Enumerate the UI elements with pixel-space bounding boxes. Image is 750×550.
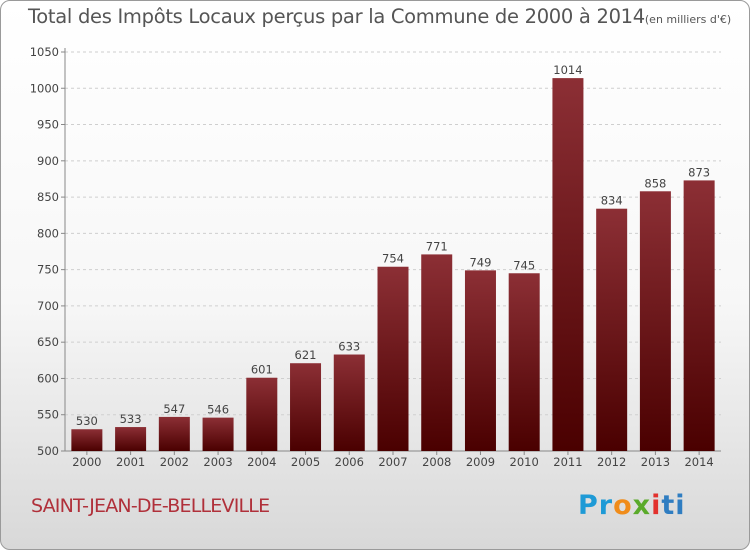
- bar: [596, 208, 628, 451]
- data-label: 873: [688, 165, 710, 179]
- commune-name: SAINT-JEAN-DE-BELLEVILLE: [31, 495, 270, 517]
- bar: [246, 377, 278, 451]
- x-tick-label: 2012: [597, 455, 626, 469]
- data-label: 601: [251, 363, 273, 377]
- bar: [639, 191, 671, 451]
- y-tick-label: 800: [37, 226, 59, 240]
- y-tick-label: 900: [37, 154, 59, 168]
- y-tick-label: 550: [37, 408, 59, 422]
- x-tick-label: 2001: [116, 455, 145, 469]
- data-label: 533: [120, 412, 142, 426]
- data-label: 745: [513, 258, 535, 272]
- data-label: 547: [163, 402, 185, 416]
- data-label: 754: [382, 252, 404, 266]
- data-label: 530: [76, 414, 98, 428]
- x-tick-label: 2000: [72, 455, 101, 469]
- x-tick-label: 2003: [203, 455, 232, 469]
- y-tick-label: 600: [37, 371, 59, 385]
- x-tick-label: 2005: [291, 455, 320, 469]
- logo-part: Pr: [578, 490, 614, 521]
- bar: [552, 78, 584, 451]
- x-tick-label: 2011: [553, 455, 582, 469]
- bar: [464, 270, 496, 451]
- y-tick-label: 750: [37, 263, 59, 277]
- x-tick-label: 2010: [510, 455, 539, 469]
- axis-layer: 500 550 600 650 700 750 800 850 900 950 1000 1050 20…: [30, 45, 721, 469]
- y-tick-label: 700: [37, 299, 59, 313]
- y-tick-label: 950: [37, 118, 59, 132]
- x-tick-label: 2013: [641, 455, 670, 469]
- y-tick-label: 850: [37, 190, 59, 204]
- bar: [202, 417, 234, 451]
- data-label: 771: [426, 239, 448, 253]
- bar: [683, 180, 715, 451]
- x-tick-label: 2006: [335, 455, 364, 469]
- proxiti-logo[interactable]: Proxiti: [578, 490, 686, 521]
- unit-note: (en milliers d'€): [644, 13, 732, 26]
- logo-part: i: [651, 490, 662, 521]
- x-tick-label: 2009: [466, 455, 495, 469]
- bar-layer: [71, 78, 715, 451]
- bar: [377, 266, 409, 451]
- bar: [333, 354, 365, 451]
- x-tick-label: 2008: [422, 455, 451, 469]
- y-tick-label: 500: [37, 444, 59, 458]
- logo-part: x: [632, 490, 652, 521]
- data-label: 858: [644, 176, 666, 190]
- logo-part: ti: [661, 490, 686, 521]
- label-layer: 530 533 547 546 601 621 633 754 771 749 745 1014 834…: [76, 63, 710, 428]
- data-label: 621: [295, 348, 317, 362]
- y-tick-label: 1050: [30, 45, 59, 59]
- bar: [508, 273, 540, 451]
- bar: [158, 416, 190, 451]
- bar: [71, 429, 103, 451]
- bar: [115, 427, 147, 451]
- data-label: 546: [207, 403, 229, 417]
- logo-part: o: [613, 490, 633, 521]
- chart-title: Total des Impôts Locaux perçus par la Co…: [28, 5, 732, 28]
- bar: [290, 363, 322, 451]
- data-label: 749: [469, 255, 491, 269]
- x-tick-label: 2002: [160, 455, 189, 469]
- data-label: 633: [338, 340, 360, 354]
- x-tick-label: 2014: [684, 455, 713, 469]
- y-tick-label: 650: [37, 335, 59, 349]
- data-label: 1014: [553, 63, 582, 77]
- x-tick-label: 2007: [378, 455, 407, 469]
- bar: [421, 254, 453, 451]
- y-tick-label: 1000: [30, 81, 59, 95]
- data-label: 834: [601, 194, 623, 208]
- x-tick-label: 2004: [247, 455, 276, 469]
